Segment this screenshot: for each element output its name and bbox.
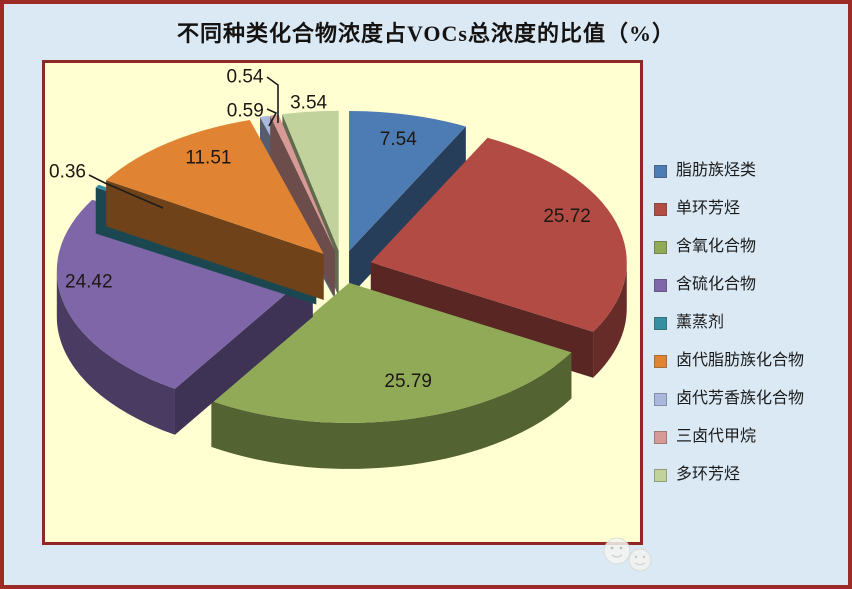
slice-rim	[593, 262, 627, 378]
slice-top-face	[211, 282, 572, 423]
slice-cut-face	[174, 270, 313, 435]
slice-value-label: 25.72	[543, 206, 591, 227]
legend-item-3: 含硫化合物	[654, 276, 804, 294]
legend-label: 多环芳烃	[676, 466, 741, 483]
legend-item-4: 薰蒸剂	[654, 314, 804, 332]
legend-item-2: 含氧化合物	[654, 238, 804, 256]
label-leader-line	[266, 108, 278, 127]
legend-label: 卤代脂肪族化合物	[676, 352, 805, 369]
pie-slice-2	[211, 282, 572, 469]
legend-item-7: 三卤代甲烷	[654, 428, 804, 446]
legend-label: 含硫化合物	[676, 276, 757, 293]
slice-value-label: 0.59	[227, 100, 264, 121]
slice-top-face	[370, 137, 627, 332]
legend-item-1: 单环芳烃	[654, 200, 804, 218]
legend-label: 含氧化合物	[676, 238, 757, 255]
chart-title: 不同种类化合物浓度占VOCs总浓度的比值（%）	[176, 21, 675, 46]
slice-rim	[56, 270, 175, 435]
label-leader-line	[266, 76, 279, 123]
legend-swatch	[654, 164, 667, 178]
slice-rim	[211, 352, 572, 469]
legend-swatch	[654, 240, 667, 254]
legend-swatch	[654, 430, 667, 444]
slice-top-face	[270, 114, 335, 252]
slice-value-label: 24.42	[65, 272, 113, 293]
plot-area: 7.54 25.72 25.79 24.42 0.36 11.51 0.59 0.54 3.54	[42, 60, 643, 545]
legend-swatch	[654, 468, 667, 482]
legend-swatch	[654, 316, 667, 330]
slice-top-face	[56, 199, 313, 389]
pie-slice-5	[106, 119, 324, 300]
legend-item-8: 多环芳烃	[654, 466, 804, 484]
slice-top-face	[349, 111, 466, 252]
pie-slice-3	[56, 199, 313, 435]
pie-3d: 7.54 25.72 25.79 24.42 0.36 11.51 0.59 0.54 3.54	[49, 67, 627, 469]
legend-item-5: 卤代脂肪族化合物	[654, 352, 804, 370]
smiley-faces-watermark	[603, 537, 652, 572]
legend-label: 薰蒸剂	[676, 314, 725, 331]
legend-label: 单环芳烃	[676, 200, 741, 217]
legend-swatch	[654, 354, 667, 368]
legend-swatch	[654, 278, 667, 292]
slice-value-label: 25.79	[384, 371, 432, 392]
slice-top-face	[106, 119, 324, 254]
slice-top-face	[282, 110, 339, 251]
legend-label: 三卤代甲烷	[676, 428, 757, 445]
legend: 脂肪族烃类单环芳烃含氧化合物含硫化合物薰蒸剂卤代脂肪族化合物 卤代芳香族化合物 三卤…	[654, 162, 804, 484]
slice-value-label: 7.54	[380, 129, 417, 150]
legend-label: 脂肪族烃类	[676, 162, 757, 179]
slice-value-label: 0.36	[49, 162, 86, 183]
slice-value-label: 11.51	[185, 147, 231, 168]
legend-item-6: 卤代芳香族化合物	[654, 390, 804, 408]
slice-value-label: 0.54	[227, 67, 264, 88]
label-leader-line	[88, 174, 164, 209]
slice-cut-face	[106, 180, 324, 300]
slice-value-label: 3.54	[290, 93, 327, 114]
legend-swatch	[654, 392, 667, 406]
legend-label: 卤代芳香族化合物	[676, 390, 805, 407]
legend-swatch	[654, 202, 667, 216]
legend-item-0: 脂肪族烃类	[654, 162, 804, 180]
